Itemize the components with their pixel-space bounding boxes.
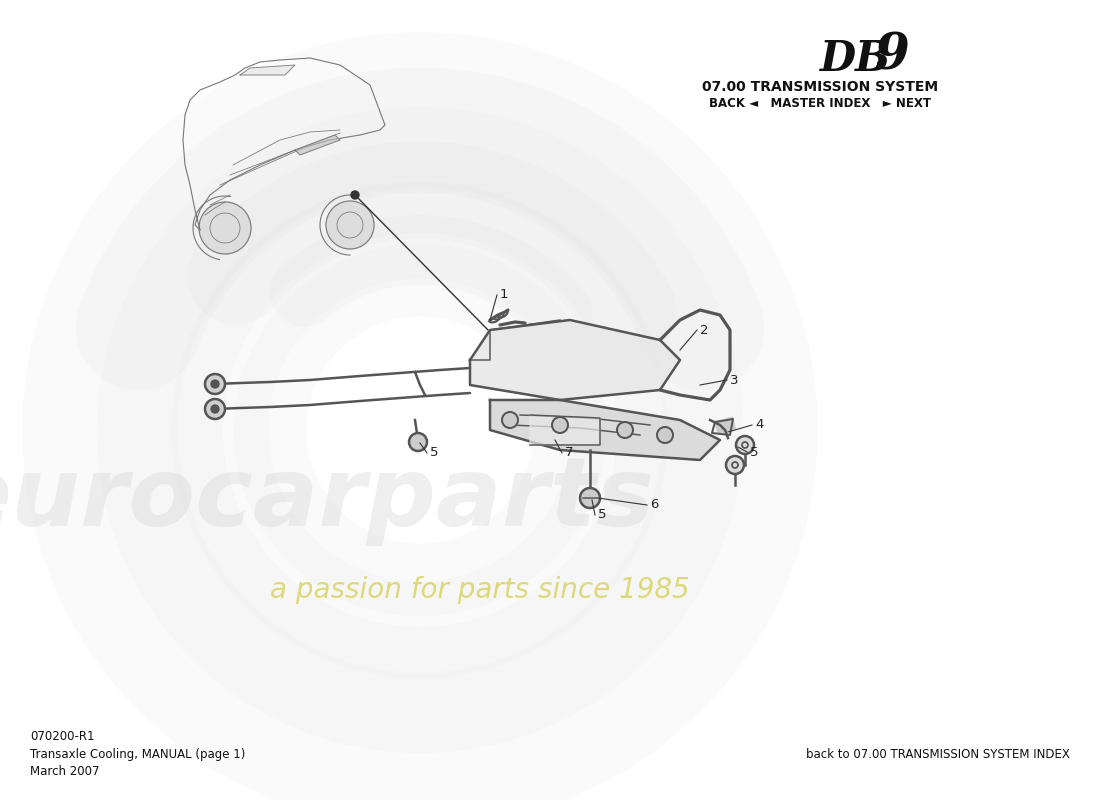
Polygon shape <box>470 320 680 400</box>
Text: 5: 5 <box>750 446 759 458</box>
Bar <box>715 418 736 434</box>
Text: a passion for parts since 1985: a passion for parts since 1985 <box>271 576 690 604</box>
Polygon shape <box>295 135 340 155</box>
Circle shape <box>736 436 754 454</box>
Circle shape <box>502 412 518 428</box>
Text: 2: 2 <box>700 323 708 337</box>
Circle shape <box>409 433 427 451</box>
Text: 07.00 TRANSMISSION SYSTEM: 07.00 TRANSMISSION SYSTEM <box>702 80 938 94</box>
Text: 7: 7 <box>565 446 573 459</box>
Text: March 2007: March 2007 <box>30 765 99 778</box>
Text: 5: 5 <box>430 446 439 459</box>
Text: 6: 6 <box>650 498 659 511</box>
Text: DB: DB <box>820 38 891 80</box>
Text: 5: 5 <box>598 509 606 522</box>
Text: 9: 9 <box>874 32 910 81</box>
Circle shape <box>580 488 600 508</box>
Circle shape <box>211 380 219 388</box>
Circle shape <box>211 405 219 413</box>
Circle shape <box>552 417 568 433</box>
Circle shape <box>657 427 673 443</box>
Circle shape <box>726 456 744 474</box>
Polygon shape <box>240 65 295 75</box>
Text: 1: 1 <box>500 289 508 302</box>
Circle shape <box>205 399 225 419</box>
Circle shape <box>205 374 225 394</box>
Polygon shape <box>530 415 600 445</box>
Circle shape <box>351 191 359 199</box>
Circle shape <box>199 202 251 254</box>
Text: 4: 4 <box>755 418 763 431</box>
Text: 3: 3 <box>730 374 738 386</box>
Polygon shape <box>490 400 720 460</box>
Circle shape <box>617 422 632 438</box>
Text: 070200-R1: 070200-R1 <box>30 730 95 743</box>
Text: BACK ◄   MASTER INDEX   ► NEXT: BACK ◄ MASTER INDEX ► NEXT <box>710 97 931 110</box>
Text: Transaxle Cooling, MANUAL (page 1): Transaxle Cooling, MANUAL (page 1) <box>30 748 245 761</box>
Circle shape <box>326 201 374 249</box>
Text: back to 07.00 TRANSMISSION SYSTEM INDEX: back to 07.00 TRANSMISSION SYSTEM INDEX <box>806 748 1070 761</box>
Text: eurocarparts: eurocarparts <box>0 454 654 546</box>
